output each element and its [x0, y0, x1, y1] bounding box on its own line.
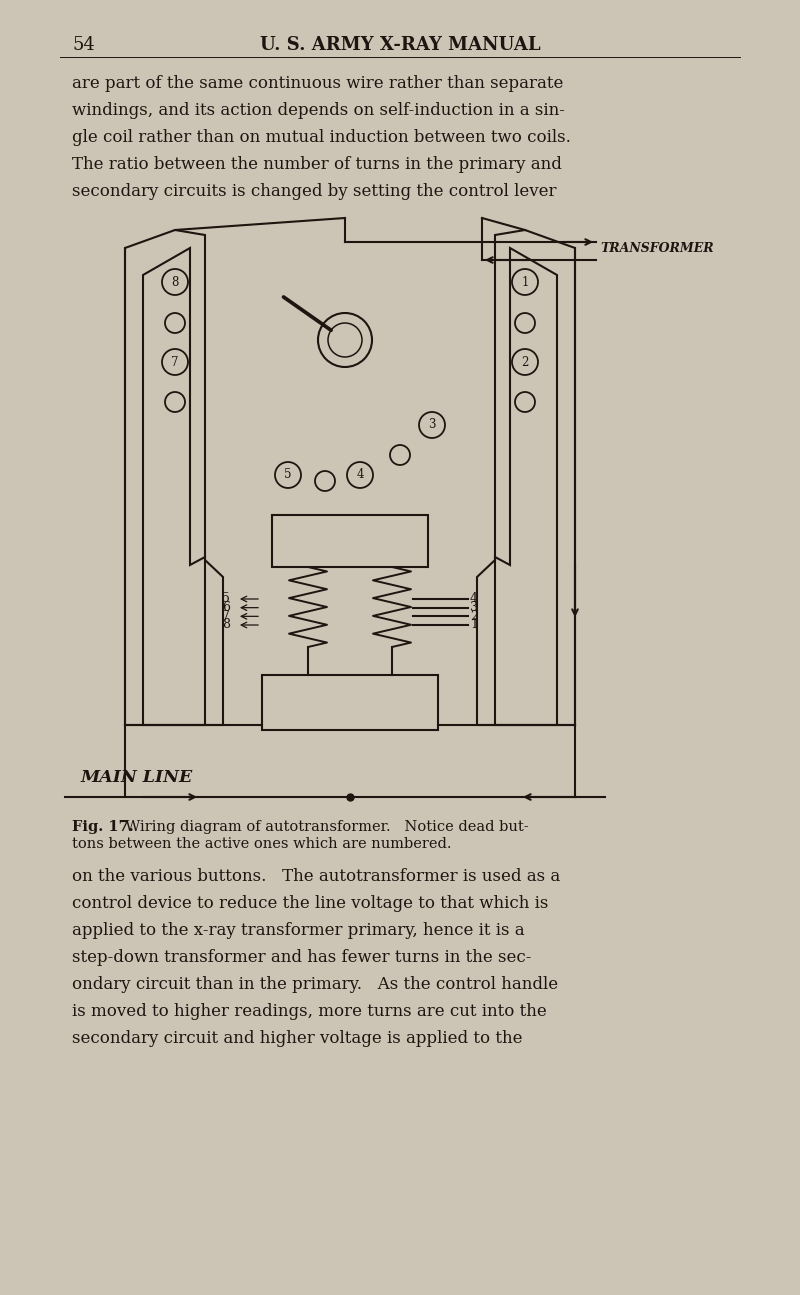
Text: 6: 6	[222, 601, 230, 614]
Text: Fig. 17.: Fig. 17.	[72, 820, 134, 834]
Text: The ratio between the number of turns in the primary and: The ratio between the number of turns in…	[72, 155, 562, 174]
Text: is moved to higher readings, more turns are cut into the: is moved to higher readings, more turns …	[72, 1004, 546, 1020]
Text: Wiring diagram of autotransformer.   Notice dead but-: Wiring diagram of autotransformer. Notic…	[116, 820, 529, 834]
Text: 4: 4	[356, 469, 364, 482]
Text: 8: 8	[171, 276, 178, 289]
Text: 8: 8	[222, 619, 230, 632]
Text: 7: 7	[222, 610, 230, 623]
Text: MAIN LINE: MAIN LINE	[80, 769, 192, 786]
Text: U. S. ARMY X-RAY MANUAL: U. S. ARMY X-RAY MANUAL	[260, 36, 540, 54]
Text: 7: 7	[171, 356, 178, 369]
Text: applied to the x-ray transformer primary, hence it is a: applied to the x-ray transformer primary…	[72, 922, 525, 939]
Text: 54: 54	[72, 36, 94, 54]
Text: control device to reduce the line voltage to that which is: control device to reduce the line voltag…	[72, 895, 548, 912]
Text: 3: 3	[428, 418, 436, 431]
Text: 1: 1	[470, 619, 478, 632]
Text: secondary circuit and higher voltage is applied to the: secondary circuit and higher voltage is …	[72, 1030, 522, 1046]
Text: 3: 3	[470, 601, 478, 614]
Text: 5: 5	[284, 469, 292, 482]
Text: step-down transformer and has fewer turns in the sec-: step-down transformer and has fewer turn…	[72, 949, 531, 966]
Text: 5: 5	[222, 593, 230, 606]
Text: secondary circuits is changed by setting the control lever: secondary circuits is changed by setting…	[72, 183, 557, 199]
Text: 4: 4	[470, 593, 478, 606]
Text: are part of the same continuous wire rather than separate: are part of the same continuous wire rat…	[72, 75, 563, 92]
Text: gle coil rather than on mutual induction between two coils.: gle coil rather than on mutual induction…	[72, 130, 571, 146]
Text: tons between the active ones which are numbered.: tons between the active ones which are n…	[72, 837, 451, 851]
Text: 2: 2	[522, 356, 529, 369]
Bar	[272, 515, 428, 567]
Text: windings, and its action depends on self-induction in a sin-: windings, and its action depends on self…	[72, 102, 565, 119]
Bar	[262, 675, 438, 730]
Text: 1: 1	[522, 276, 529, 289]
Text: on the various buttons.   The autotransformer is used as a: on the various buttons. The autotransfor…	[72, 868, 560, 884]
Text: ondary circuit than in the primary.   As the control handle: ondary circuit than in the primary. As t…	[72, 976, 558, 993]
Text: TRANSFORMER: TRANSFORMER	[600, 241, 714, 255]
Text: 2: 2	[470, 610, 478, 623]
